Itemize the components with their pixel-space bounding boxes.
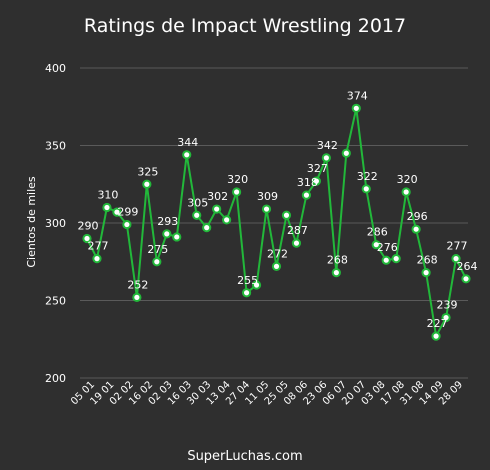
data-point — [451, 254, 461, 264]
data-label: 268 — [327, 254, 348, 267]
data-point — [341, 148, 351, 158]
y-tick-label: 250 — [45, 295, 66, 308]
data-point — [321, 153, 331, 163]
data-label: 299 — [117, 206, 138, 219]
data-label: 344 — [177, 136, 198, 149]
data-point — [132, 292, 142, 302]
data-point — [172, 232, 182, 242]
data-label: 293 — [157, 215, 178, 228]
data-label: 255 — [237, 274, 258, 287]
y-tick-label: 350 — [45, 140, 66, 153]
data-label: 305 — [187, 196, 208, 209]
data-point — [152, 257, 162, 267]
data-label: 302 — [207, 190, 228, 203]
y-tick-label: 400 — [45, 62, 66, 75]
data-point — [331, 268, 341, 278]
data-label: 286 — [367, 226, 388, 239]
data-point — [92, 254, 102, 264]
y-tick-label: 300 — [45, 217, 66, 230]
data-point — [122, 219, 132, 230]
data-point — [281, 210, 292, 220]
y-axis-ticks: 200 250 300 350 400 — [45, 62, 66, 385]
data-point — [391, 254, 401, 264]
data-point — [202, 223, 212, 233]
data-label: 374 — [347, 89, 368, 102]
data-point — [162, 229, 172, 239]
data-point — [441, 312, 451, 323]
data-point — [431, 331, 441, 341]
data-point — [301, 190, 312, 200]
data-label: 296 — [407, 210, 428, 223]
data-label: 264 — [457, 260, 478, 273]
data-label: 325 — [137, 165, 158, 178]
chart-title: Ratings de Impact Wrestling 2017 — [84, 15, 406, 37]
data-point — [351, 103, 361, 113]
data-point — [192, 210, 202, 220]
data-label: 310 — [97, 189, 118, 202]
data-point — [371, 240, 381, 250]
data-point — [421, 268, 431, 278]
data-label: 320 — [397, 173, 418, 186]
data-label: 272 — [267, 247, 288, 260]
data-label: 239 — [437, 299, 458, 312]
data-label: 287 — [287, 224, 308, 237]
data-point — [271, 261, 282, 271]
data-point — [182, 150, 192, 160]
data-point — [82, 233, 92, 244]
data-label: 277 — [447, 240, 468, 253]
data-label: 268 — [417, 254, 438, 267]
data-point — [251, 280, 262, 290]
data-label: 290 — [78, 220, 99, 233]
data-point — [311, 176, 321, 186]
data-point — [401, 187, 411, 197]
data-point — [381, 255, 391, 265]
data-label: 227 — [427, 317, 448, 330]
data-point — [461, 274, 471, 284]
y-tick-label: 200 — [45, 372, 66, 385]
data-point — [142, 179, 152, 189]
data-point — [291, 238, 302, 248]
data-label: 275 — [147, 243, 168, 256]
data-point — [102, 202, 112, 213]
data-label: 342 — [317, 139, 338, 152]
y-axis-label: Cientos de miles — [25, 176, 38, 268]
data-label: 309 — [257, 190, 278, 203]
data-point — [361, 184, 371, 194]
data-points — [82, 103, 471, 341]
data-label: 252 — [127, 278, 148, 291]
data-label: 327 — [307, 162, 328, 175]
data-label: 276 — [377, 241, 398, 254]
data-label: 277 — [87, 240, 108, 253]
footer-credit: SuperLuchas.com — [187, 449, 302, 464]
data-point — [411, 224, 421, 234]
data-point — [222, 215, 232, 225]
data-point — [241, 288, 252, 298]
data-point — [261, 204, 272, 214]
data-point — [212, 204, 222, 214]
data-point — [232, 187, 242, 197]
data-label: 320 — [227, 173, 248, 186]
data-point — [112, 207, 122, 217]
gridlines — [80, 67, 468, 379]
data-label: 322 — [357, 170, 378, 183]
data-label: 318 — [297, 176, 318, 189]
